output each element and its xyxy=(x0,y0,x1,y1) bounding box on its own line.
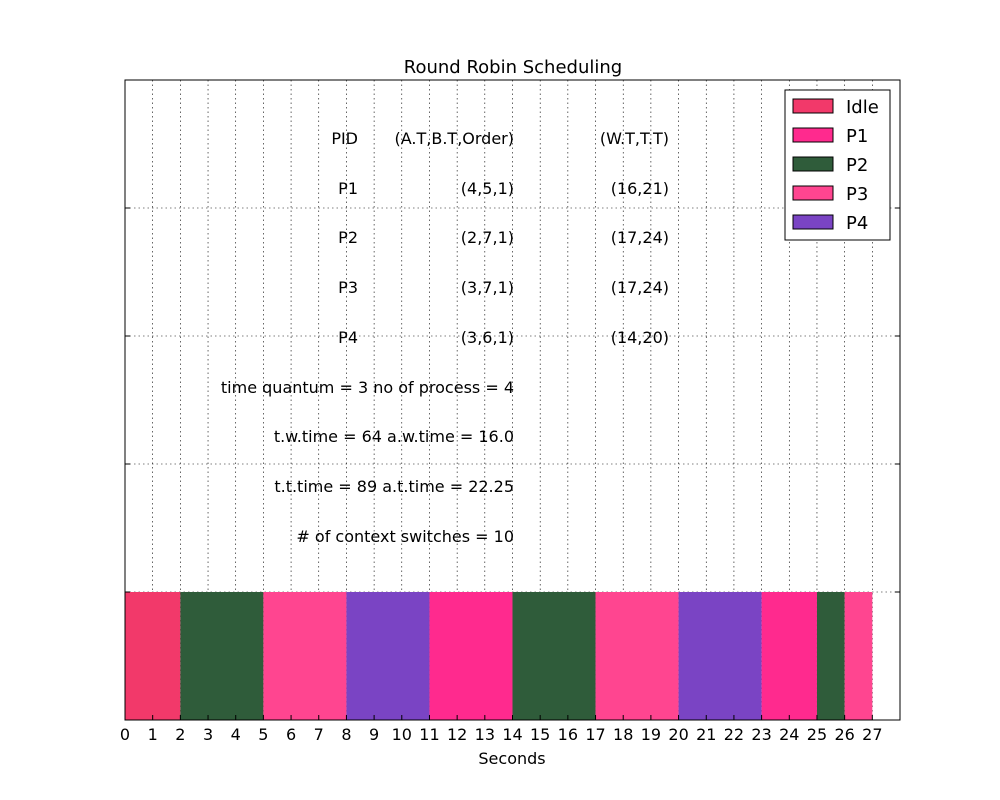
table-row-0-input: (4,5,1) xyxy=(461,179,514,198)
legend-swatch-p4 xyxy=(792,214,834,230)
x-tick-label-18: 18 xyxy=(613,725,633,744)
chart-title: Round Robin Scheduling xyxy=(404,57,622,78)
table-row-2-pid: P3 xyxy=(338,278,358,297)
legend-swatch-p3 xyxy=(792,185,834,201)
table-row-3-input: (3,6,1) xyxy=(461,328,514,347)
legend-label-p2: P2 xyxy=(846,155,868,176)
table-row-1-result: (17,24) xyxy=(611,228,669,247)
x-tick-label-6: 6 xyxy=(286,725,296,744)
x-tick-label-2: 2 xyxy=(175,725,185,744)
table-row-0-result: (16,21) xyxy=(611,179,669,198)
x-tick-label-8: 8 xyxy=(341,725,351,744)
x-tick-label-0: 0 xyxy=(120,725,130,744)
annotation-3: # of context switches = 10 xyxy=(296,527,514,546)
annotation-2: t.t.time = 89 a.t.time = 22.25 xyxy=(274,477,514,496)
legend-label-p4: P4 xyxy=(846,213,868,234)
legend-label-idle: Idle xyxy=(846,97,879,118)
gantt-bar-p2-5 xyxy=(512,592,596,720)
x-tick-label-13: 13 xyxy=(475,725,495,744)
gantt-bar-idle-0 xyxy=(125,592,181,720)
table-row-0-pid: P1 xyxy=(338,179,358,198)
x-axis-ticks: 0 1 2 3 4 5 6 7 8 9 10 11 12 13 14 15 16 17 18 19 20 21 22 23 24… xyxy=(120,207,900,744)
legend-swatch-idle xyxy=(792,98,834,114)
table-row-3-pid: P4 xyxy=(338,328,358,347)
table-header-pid: PID xyxy=(331,129,358,148)
x-tick-label-16: 16 xyxy=(558,725,578,744)
annotation-0: time quantum = 3 no of process = 4 xyxy=(221,378,514,397)
x-tick-label-22: 22 xyxy=(724,725,744,744)
x-tick-label-3: 3 xyxy=(203,725,213,744)
legend: Idle P1 P2 P3 P4 xyxy=(784,89,891,241)
x-tick-label-11: 11 xyxy=(419,725,439,744)
x-tick-label-9: 9 xyxy=(369,725,379,744)
table-header-result: (W.T,T.T) xyxy=(600,129,669,148)
x-tick-label-26: 26 xyxy=(834,725,854,744)
gantt-bar-p1-4 xyxy=(429,592,513,720)
legend-label-p1: P1 xyxy=(846,126,868,147)
x-tick-label-15: 15 xyxy=(530,725,550,744)
x-tick-label-10: 10 xyxy=(392,725,412,744)
gantt-bar-p1-8 xyxy=(761,592,817,720)
annotation-1: t.w.time = 64 a.w.time = 16.0 xyxy=(274,427,514,446)
table-row-1-pid: P2 xyxy=(338,228,358,247)
x-tick-label-19: 19 xyxy=(641,725,661,744)
x-tick-label-17: 17 xyxy=(585,725,605,744)
x-tick-label-7: 7 xyxy=(314,725,324,744)
gantt-bars xyxy=(125,592,873,720)
x-tick-label-24: 24 xyxy=(779,725,799,744)
gantt-bar-p2-9 xyxy=(816,592,845,720)
gantt-bar-p3-6 xyxy=(595,592,679,720)
legend-label-p3: P3 xyxy=(846,184,868,205)
gantt-bar-p4-7 xyxy=(678,592,762,720)
table-header-input: (A.T,B.T,Order) xyxy=(395,129,514,148)
x-tick-label-21: 21 xyxy=(696,725,716,744)
x-tick-label-4: 4 xyxy=(231,725,241,744)
x-axis-label: Seconds xyxy=(478,749,545,768)
gantt-bar-p2-1 xyxy=(180,592,264,720)
legend-swatch-p1 xyxy=(792,127,834,143)
table-row-1-input: (2,7,1) xyxy=(461,228,514,247)
x-tick-label-27: 27 xyxy=(862,725,882,744)
x-tick-label-14: 14 xyxy=(502,725,522,744)
gantt-bar-p3-10 xyxy=(844,592,873,720)
gantt-bar-p4-3 xyxy=(346,592,430,720)
x-tick-label-5: 5 xyxy=(258,725,268,744)
table-row-2-result: (17,24) xyxy=(611,278,669,297)
x-tick-label-1: 1 xyxy=(148,725,158,744)
x-tick-label-23: 23 xyxy=(751,725,771,744)
table-row-2-input: (3,7,1) xyxy=(461,278,514,297)
x-tick-label-12: 12 xyxy=(447,725,467,744)
x-tick-label-25: 25 xyxy=(807,725,827,744)
x-tick-label-20: 20 xyxy=(668,725,688,744)
legend-swatch-p2 xyxy=(792,156,834,172)
gantt-bar-p3-2 xyxy=(263,592,347,720)
table-row-3-result: (14,20) xyxy=(611,328,669,347)
process-table: PID (A.T,B.T,Order) (W.T,T.T) P1 (4,5,1) (16,… xyxy=(221,129,669,546)
